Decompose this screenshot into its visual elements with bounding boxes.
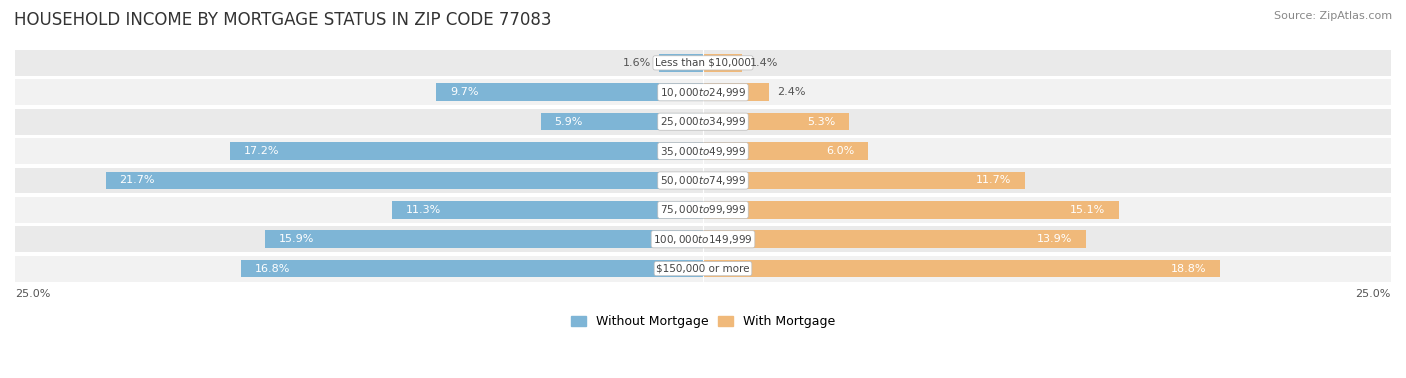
Bar: [15, 167, 1391, 194]
Bar: [15, 226, 1391, 252]
Bar: [541, 113, 703, 130]
Bar: [15, 50, 1391, 76]
Text: 25.0%: 25.0%: [1355, 289, 1391, 299]
Bar: [659, 54, 703, 72]
Text: $35,000 to $49,999: $35,000 to $49,999: [659, 144, 747, 158]
Bar: [703, 260, 1220, 277]
Text: Less than $10,000: Less than $10,000: [655, 58, 751, 68]
Bar: [15, 79, 1391, 105]
Bar: [703, 142, 868, 160]
Text: 5.9%: 5.9%: [554, 117, 582, 127]
Text: 1.4%: 1.4%: [749, 58, 778, 68]
Bar: [240, 260, 703, 277]
Text: 6.0%: 6.0%: [827, 146, 855, 156]
Bar: [15, 256, 1391, 282]
Text: $150,000 or more: $150,000 or more: [657, 264, 749, 274]
Text: 11.7%: 11.7%: [976, 175, 1011, 186]
Text: 5.3%: 5.3%: [807, 117, 835, 127]
Bar: [703, 231, 1085, 248]
Bar: [105, 172, 703, 189]
Bar: [266, 231, 703, 248]
Text: 1.6%: 1.6%: [623, 58, 651, 68]
Bar: [229, 142, 703, 160]
Bar: [392, 201, 703, 219]
Text: 18.8%: 18.8%: [1171, 264, 1206, 274]
Text: HOUSEHOLD INCOME BY MORTGAGE STATUS IN ZIP CODE 77083: HOUSEHOLD INCOME BY MORTGAGE STATUS IN Z…: [14, 11, 551, 29]
Text: $100,000 to $149,999: $100,000 to $149,999: [654, 233, 752, 246]
Text: 13.9%: 13.9%: [1036, 234, 1071, 244]
Bar: [15, 197, 1391, 223]
Text: 15.1%: 15.1%: [1070, 205, 1105, 215]
Legend: Without Mortgage, With Mortgage: Without Mortgage, With Mortgage: [565, 310, 841, 333]
Text: Source: ZipAtlas.com: Source: ZipAtlas.com: [1274, 11, 1392, 21]
Bar: [15, 138, 1391, 164]
Bar: [436, 84, 703, 101]
Text: 17.2%: 17.2%: [243, 146, 278, 156]
Bar: [703, 54, 741, 72]
Text: $25,000 to $34,999: $25,000 to $34,999: [659, 115, 747, 128]
Text: $10,000 to $24,999: $10,000 to $24,999: [659, 86, 747, 99]
Text: 21.7%: 21.7%: [120, 175, 155, 186]
Text: 9.7%: 9.7%: [450, 87, 478, 97]
Text: $50,000 to $74,999: $50,000 to $74,999: [659, 174, 747, 187]
Text: 11.3%: 11.3%: [406, 205, 441, 215]
Text: 25.0%: 25.0%: [15, 289, 51, 299]
Bar: [703, 201, 1119, 219]
Text: 2.4%: 2.4%: [778, 87, 806, 97]
Text: 15.9%: 15.9%: [280, 234, 315, 244]
Bar: [703, 84, 769, 101]
Text: 16.8%: 16.8%: [254, 264, 290, 274]
Text: $75,000 to $99,999: $75,000 to $99,999: [659, 203, 747, 216]
Bar: [703, 113, 849, 130]
Bar: [15, 109, 1391, 135]
Bar: [703, 172, 1025, 189]
